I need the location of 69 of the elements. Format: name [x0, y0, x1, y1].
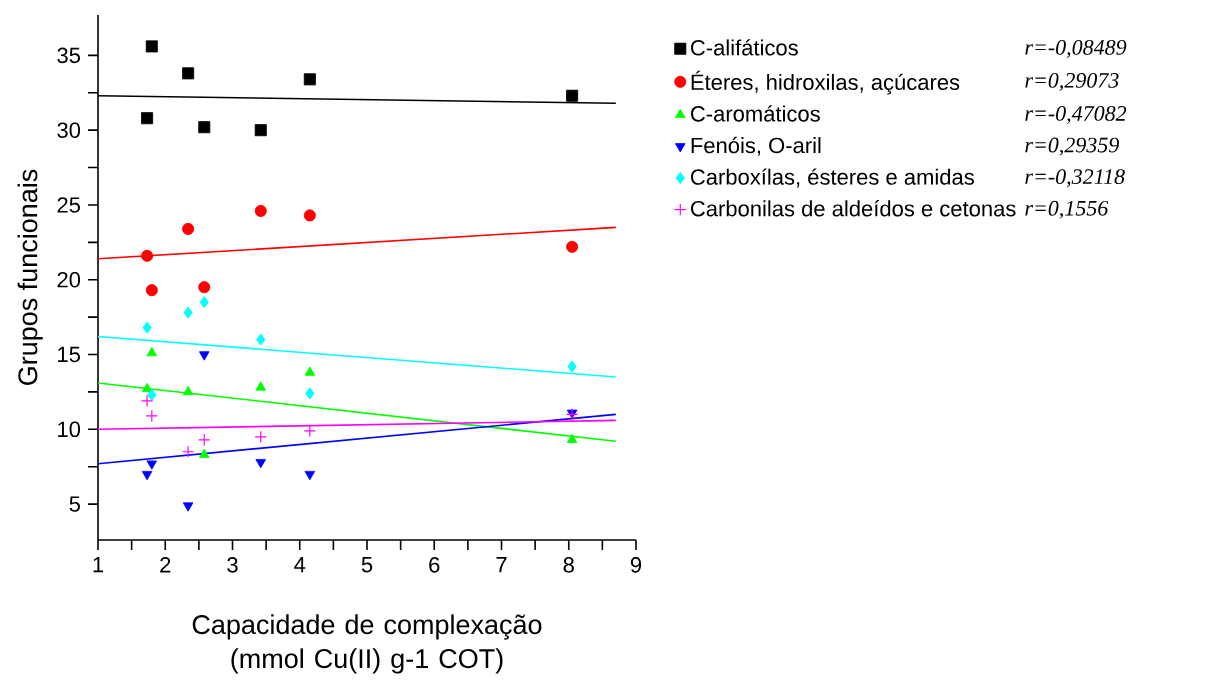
point [198, 433, 211, 446]
point [181, 445, 195, 458]
point [254, 204, 267, 217]
legend-label: Fenóis, O-aril [691, 136, 821, 156]
point [254, 124, 267, 137]
point [304, 470, 316, 481]
text: r=-0,08489 [1025, 39, 1127, 58]
point [305, 387, 315, 400]
x-tick-label: 2 [160, 557, 171, 573]
legend-label: Carboxílas, ésteres e amidas [691, 168, 974, 188]
x-tick-label: 4 [294, 557, 306, 573]
point [146, 460, 158, 470]
point [255, 459, 266, 469]
y-tick-label: 30 [57, 122, 81, 138]
x-tick-label: 8 [563, 557, 574, 573]
point [182, 385, 194, 396]
x-tick-label: 1 [93, 557, 104, 573]
point [198, 121, 211, 134]
point [303, 73, 316, 86]
legend-label: C-aromáticos [691, 105, 820, 122]
point [182, 502, 194, 512]
y-tick-label: 10 [58, 421, 81, 438]
point [199, 351, 210, 361]
legend-label: C-alifáticos [691, 39, 798, 56]
point [145, 284, 158, 297]
point [254, 430, 267, 443]
point [140, 394, 154, 408]
y-tick-label: 5 [69, 496, 80, 512]
x-tick-label: 3 [227, 557, 238, 573]
point [303, 209, 316, 222]
legend-label: Éteres, hidroxilas, açúcares [691, 70, 960, 95]
point [567, 360, 577, 373]
x-tick-label: 5 [361, 557, 373, 573]
point [303, 424, 317, 438]
point [183, 306, 193, 319]
text: r=0,29359 [1025, 137, 1119, 156]
text: r=-0,32118 [1025, 169, 1125, 188]
point [255, 381, 266, 391]
point [182, 222, 195, 235]
point [141, 249, 154, 262]
point [141, 470, 153, 481]
text: r=0,29073 [1025, 72, 1119, 91]
y-tick-label: 15 [58, 346, 80, 363]
text: r=0,1556 [1025, 200, 1109, 219]
point [199, 448, 210, 458]
point [566, 89, 579, 102]
point [141, 112, 154, 125]
y-axis-title: Grupos funcionais [17, 169, 43, 385]
point [304, 366, 316, 376]
point [199, 296, 209, 309]
x-tick-label: 6 [429, 557, 440, 573]
point [566, 240, 579, 253]
x-axis-title: Capacidade de complexação (mmol Cu(II) g-1 COT) [192, 614, 542, 674]
point [198, 281, 211, 294]
point [566, 433, 578, 443]
x-tick-label: 9 [630, 557, 642, 573]
point [145, 409, 159, 423]
point [146, 347, 158, 357]
text: r=-0,47082 [1025, 106, 1127, 125]
x-tick-label: 7 [496, 557, 507, 573]
y-tick-label: 35 [57, 47, 80, 64]
point [256, 333, 266, 346]
point [145, 40, 158, 53]
legend-label: Carbonilas de aldeídos e cetonas [691, 200, 1016, 217]
y-tick-label: 20 [57, 271, 81, 288]
point [147, 388, 157, 401]
y-tick-label: 25 [57, 197, 80, 213]
point [142, 321, 152, 334]
point [182, 67, 195, 80]
